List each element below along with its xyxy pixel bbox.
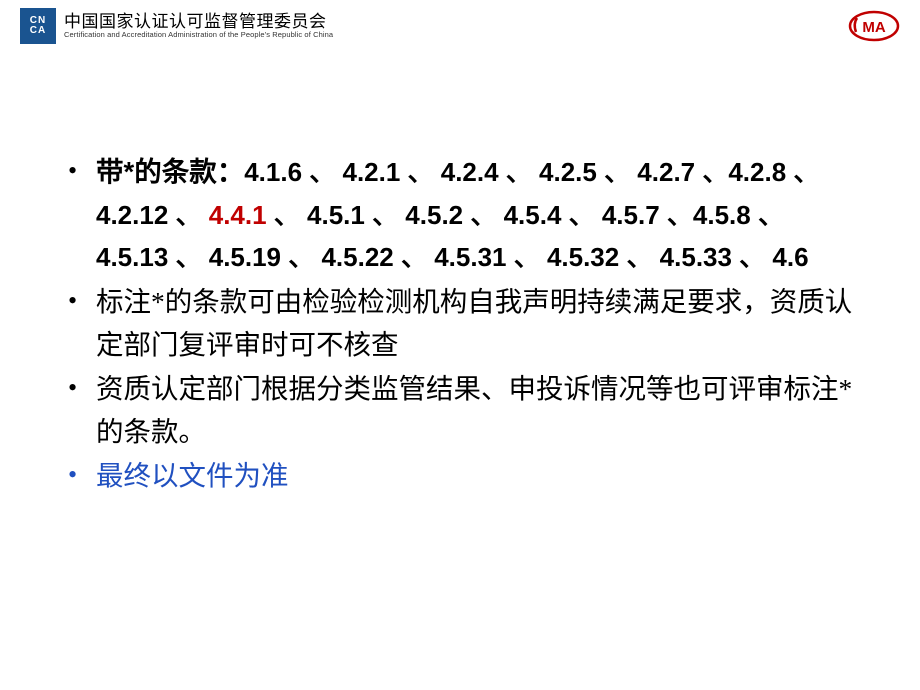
cma-logo-icon: MA <box>848 10 900 46</box>
bullet-2-text: 标注*的条款可由检验检测机构自我声明持续满足要求，资质认定部门复评审时可不核查 <box>96 286 852 360</box>
bullet-item-4: 最终以文件为准 <box>62 455 858 498</box>
bullet-3-text: 资质认定部门根据分类监管结果、申投诉情况等也可评审标注*的条款。 <box>96 373 852 447</box>
cnca-badge-bottom: CA <box>30 26 46 36</box>
bullet-list: 带*的条款：4.1.6 、 4.2.1 、 4.2.4 、 4.2.5 、 4.… <box>62 151 858 498</box>
org-text-block: 中国国家认证认可监督管理委员会 Certification and Accred… <box>64 13 333 40</box>
clause-red: 4.4.1 <box>209 200 267 230</box>
cma-text: MA <box>862 19 885 36</box>
bullet-item-2: 标注*的条款可由检验检测机构自我声明持续满足要求，资质认定部门复评审时可不核查 <box>62 281 858 366</box>
org-name-cn: 中国国家认证认可监督管理委员会 <box>64 13 333 32</box>
org-name-en: Certification and Accreditation Administ… <box>64 31 333 39</box>
cnca-logo-block: CN CA 中国国家认证认可监督管理委员会 Certification and … <box>20 8 333 44</box>
bullet-item-clauses: 带*的条款：4.1.6 、 4.2.1 、 4.2.4 、 4.2.5 、 4.… <box>62 151 858 279</box>
cnca-badge-icon: CN CA <box>20 8 56 44</box>
clauses-lead: 带*的条款： <box>96 156 244 187</box>
bullet-4-text: 最终以文件为准 <box>96 460 289 491</box>
slide-content: 带*的条款：4.1.6 、 4.2.1 、 4.2.4 、 4.2.5 、 4.… <box>0 46 920 498</box>
slide-header: CN CA 中国国家认证认可监督管理委员会 Certification and … <box>0 0 920 46</box>
bullet-item-3: 资质认定部门根据分类监管结果、申投诉情况等也可评审标注*的条款。 <box>62 368 858 453</box>
